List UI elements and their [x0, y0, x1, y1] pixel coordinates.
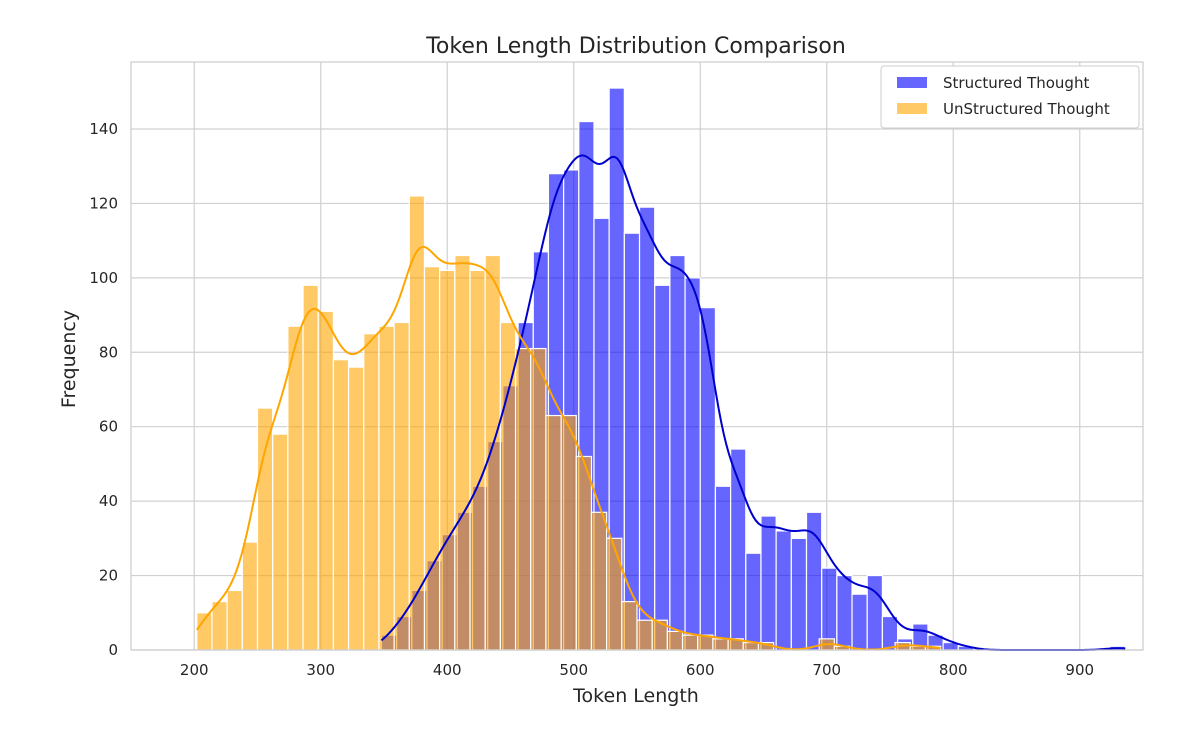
x-tick-label: 700 — [812, 661, 841, 679]
histogram-bar — [712, 638, 729, 651]
histogram-bar — [530, 347, 547, 651]
histogram-bar — [226, 589, 243, 651]
histogram-bar — [363, 333, 380, 651]
histogram-bar — [332, 359, 350, 651]
y-tick-label: 20 — [99, 567, 118, 585]
y-tick-label: 120 — [89, 194, 118, 212]
histogram-bar — [681, 634, 699, 651]
y-axis-label: Frequency — [58, 310, 80, 408]
y-tick-label: 0 — [108, 641, 118, 659]
histogram-bar — [821, 567, 838, 651]
histogram-bar — [272, 433, 289, 651]
histogram-bar — [241, 541, 259, 651]
histogram-bar — [636, 619, 653, 651]
histogram-bar — [347, 366, 365, 651]
y-tick-label: 80 — [99, 343, 118, 361]
histogram-bar — [623, 232, 641, 651]
legend-label-structured: Structured Thought — [943, 74, 1089, 92]
histogram-bar — [666, 630, 684, 651]
histogram-bar — [742, 641, 760, 651]
histogram-bar — [714, 485, 732, 651]
legend-label-unstructured: UnStructured Thought — [943, 100, 1110, 118]
histogram-bar — [836, 574, 853, 651]
histogram-bar — [684, 277, 701, 651]
y-tick-label: 60 — [99, 418, 118, 436]
histogram-bar — [669, 254, 686, 651]
y-axis-ticks: 0 20 40 60 80 100 120 140 — [89, 120, 118, 659]
histogram-bar — [805, 511, 823, 651]
histogram-bar — [699, 307, 717, 651]
y-tick-label: 100 — [89, 269, 118, 287]
x-axis-label: Token Length — [572, 685, 699, 707]
y-tick-label: 140 — [89, 120, 118, 138]
histogram-bar — [423, 266, 441, 651]
histogram-bar — [775, 530, 792, 651]
x-tick-label: 300 — [306, 661, 335, 679]
x-tick-label: 600 — [686, 661, 715, 679]
histogram-bar — [745, 552, 762, 651]
histogram-bar — [606, 537, 623, 651]
plot-frame — [130, 61, 1144, 651]
legend-swatch-structured — [897, 77, 927, 88]
histogram-bar — [514, 347, 532, 651]
histogram-bar — [317, 310, 335, 651]
histogram-bar — [393, 321, 410, 651]
histogram-bar — [621, 601, 638, 651]
histogram-bar — [638, 206, 656, 651]
x-tick-label: 800 — [939, 661, 968, 679]
histogram-bar — [760, 515, 777, 651]
y-tick-label: 40 — [99, 492, 118, 510]
histogram-bar — [590, 511, 608, 651]
histogram-bar — [211, 601, 228, 651]
histogram-bar — [560, 414, 577, 651]
histogram-bar — [439, 269, 456, 651]
x-tick-label: 400 — [433, 661, 462, 679]
histogram-bar — [851, 593, 868, 651]
histogram-bar — [654, 284, 671, 651]
histogram-bar — [302, 284, 319, 651]
x-tick-label: 500 — [559, 661, 588, 679]
histogram-bar — [545, 414, 562, 651]
histogram-bar — [378, 325, 395, 651]
x-tick-label: 900 — [1065, 661, 1094, 679]
histogram-bar — [575, 455, 593, 651]
legend-box — [880, 65, 1140, 129]
x-tick-label: 200 — [180, 661, 209, 679]
histogram-bar — [469, 269, 486, 651]
legend-swatch-unstructured — [897, 103, 927, 114]
histogram-bar — [790, 537, 808, 651]
histogram-bar — [256, 407, 274, 651]
kde-line — [195, 245, 941, 651]
chart-title: Token Length Distribution Comparison — [425, 34, 846, 59]
histogram-bar — [866, 574, 884, 651]
histogram-bar — [287, 325, 304, 651]
histogram-bar — [454, 254, 471, 651]
x-axis-ticks: 200 300 400 500 600 700 800 900 — [180, 661, 1094, 679]
histogram-bar — [484, 254, 501, 651]
legend: Structured Thought UnStructured Thought — [880, 65, 1140, 129]
